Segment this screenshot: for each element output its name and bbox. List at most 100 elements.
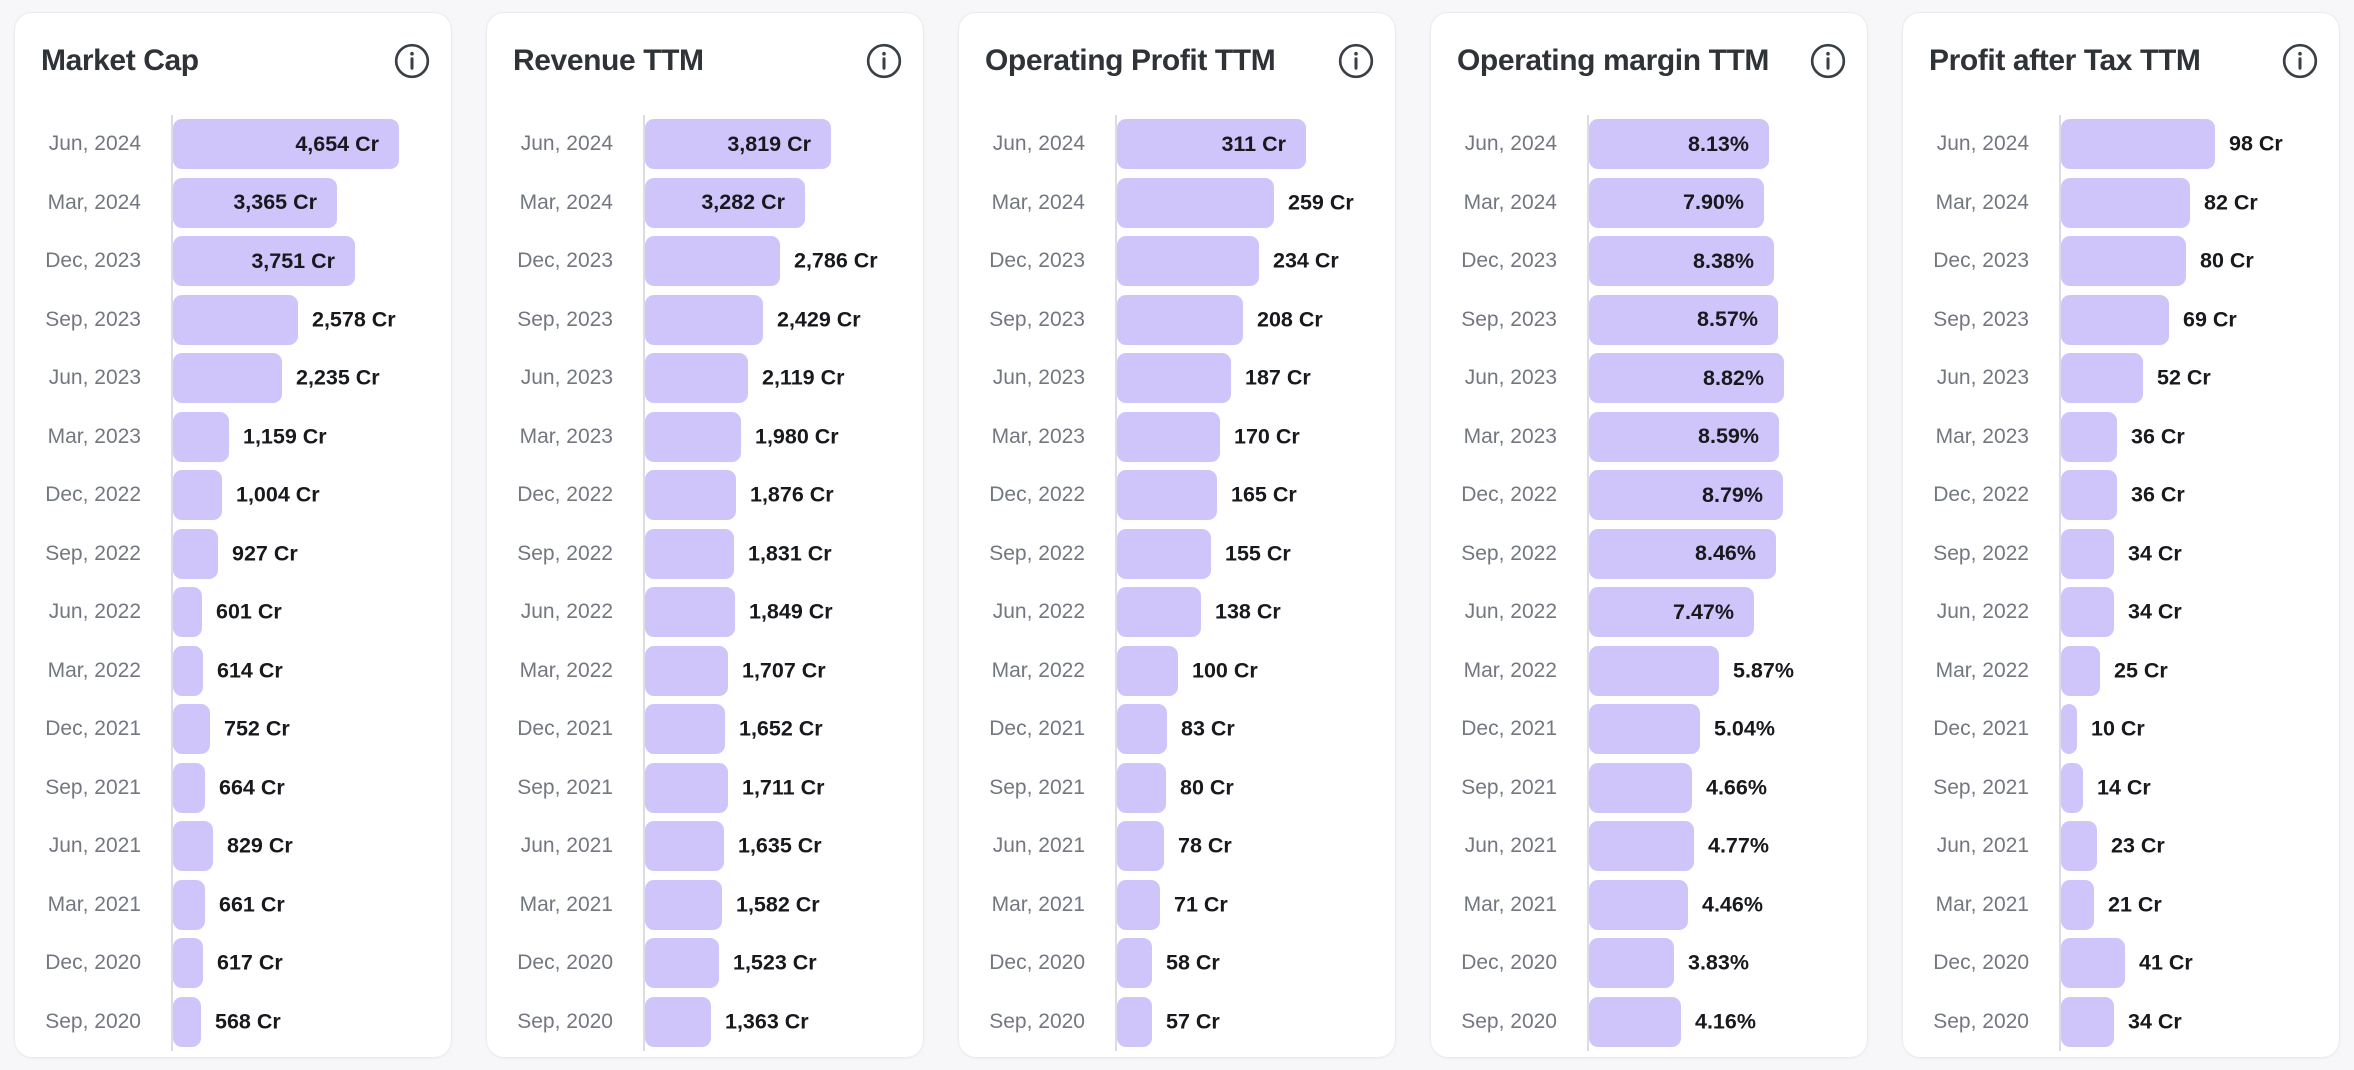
value-bar[interactable]: 311 Cr [1117,119,1306,170]
value-bar[interactable] [1117,879,1160,930]
value-bar[interactable] [2061,470,2117,521]
value-bar[interactable] [1589,821,1694,872]
value-bar[interactable]: 4,654 Cr [173,119,399,170]
value-bar[interactable] [2061,177,2190,228]
value-bar[interactable] [2061,528,2114,579]
chart-row: Dec, 2020 1,523 Cr [513,934,903,993]
value-bar[interactable] [173,762,205,813]
value-bar[interactable] [173,470,222,521]
value-bar[interactable]: 7.90% [1589,177,1764,228]
value-bar[interactable] [1117,236,1259,287]
value-bar[interactable]: 8.82% [1589,353,1784,404]
value-bar[interactable]: 7.47% [1589,587,1754,638]
plot-area: 165 Cr [1115,470,1375,521]
chart-row: Mar, 2022 100 Cr [985,642,1375,701]
value-bar[interactable] [2061,821,2097,872]
value-bar[interactable] [1117,645,1178,696]
value-bar[interactable] [173,938,203,989]
value-bar[interactable]: 3,282 Cr [645,177,805,228]
value-bar[interactable]: 8.59% [1589,411,1779,462]
plot-area: 617 Cr [171,938,431,989]
value-bar[interactable] [2061,119,2215,170]
value-bar[interactable] [645,879,722,930]
chart-row: Mar, 2022 614 Cr [41,642,431,701]
value-bar[interactable] [645,821,724,872]
value-bar[interactable]: 8.38% [1589,236,1774,287]
value-bar[interactable] [1117,470,1217,521]
value-bar[interactable] [645,587,735,638]
value-bar[interactable] [173,879,205,930]
value-bar[interactable]: 3,819 Cr [645,119,831,170]
value-bar[interactable]: 3,751 Cr [173,236,355,287]
value-bar[interactable] [173,587,202,638]
period-label: Sep, 2020 [1933,1009,2029,1033]
info-icon[interactable] [1809,42,1847,80]
value-bar[interactable] [1117,411,1220,462]
value-bar[interactable] [173,528,218,579]
value-bar[interactable] [1117,938,1152,989]
value-bar[interactable]: 8.79% [1589,470,1783,521]
value-bar[interactable] [173,996,201,1047]
value-bar[interactable] [2061,294,2169,345]
value-bar[interactable] [1117,821,1164,872]
value-bar[interactable] [2061,236,2186,287]
value-bar[interactable] [2061,762,2083,813]
value-bar[interactable] [173,294,298,345]
value-bar[interactable] [173,821,213,872]
plot-area: 78 Cr [1115,821,1375,872]
value-bar[interactable] [173,353,282,404]
value-bar[interactable]: 8.13% [1589,119,1769,170]
value-bar[interactable] [1117,528,1211,579]
value-bar[interactable] [2061,704,2077,755]
value-bar[interactable] [645,528,734,579]
plot-area: 234 Cr [1115,236,1375,287]
info-icon[interactable] [2281,42,2319,80]
value-bar[interactable] [2061,996,2114,1047]
value-bar[interactable] [1117,704,1167,755]
value-bar[interactable] [645,704,725,755]
value-bar[interactable] [2061,938,2125,989]
value-bar[interactable] [645,411,741,462]
value-bar[interactable] [2061,353,2143,404]
plot-area: 3,751 Cr [171,236,431,287]
info-icon[interactable] [1337,42,1375,80]
value-bar[interactable] [1589,938,1674,989]
value-bar[interactable] [2061,587,2114,638]
value-bar[interactable] [1117,996,1152,1047]
value-bar[interactable] [1589,879,1688,930]
value-bar[interactable] [645,938,719,989]
value-bar[interactable] [1589,645,1719,696]
chart-row: Jun, 2022 601 Cr [41,583,431,642]
chart-row: Dec, 2022 165 Cr [985,466,1375,525]
value-bar[interactable] [1589,704,1700,755]
value-bar[interactable] [645,353,748,404]
value-bar[interactable] [1117,177,1274,228]
info-icon[interactable] [865,42,903,80]
value-bar[interactable] [173,645,203,696]
value-bar[interactable] [645,645,728,696]
value-bar[interactable] [2061,879,2094,930]
value-label: 2,119 Cr [762,365,845,390]
value-bar[interactable] [645,294,763,345]
value-bar[interactable] [173,411,229,462]
value-bar[interactable] [2061,411,2117,462]
value-bar[interactable]: 8.46% [1589,528,1776,579]
period-label: Jun, 2024 [520,132,613,156]
value-bar[interactable] [1589,762,1692,813]
value-bar[interactable] [1117,294,1243,345]
info-icon[interactable] [393,42,431,80]
value-bar[interactable] [173,704,210,755]
value-bar[interactable] [645,470,736,521]
value-bar[interactable] [645,236,780,287]
value-bar[interactable] [1589,996,1681,1047]
value-bar[interactable] [1117,587,1201,638]
period-label: Sep, 2022 [1933,541,2029,565]
value-bar[interactable] [1117,353,1231,404]
value-bar[interactable] [645,996,711,1047]
value-bar[interactable] [1117,762,1166,813]
value-bar[interactable]: 3,365 Cr [173,177,337,228]
value-bar[interactable] [645,762,728,813]
value-bar[interactable]: 8.57% [1589,294,1778,345]
chart-rows: Jun, 2024 3,819 Cr Mar, 2024 3,282 Cr Dec, 2… [513,115,903,1051]
value-bar[interactable] [2061,645,2100,696]
